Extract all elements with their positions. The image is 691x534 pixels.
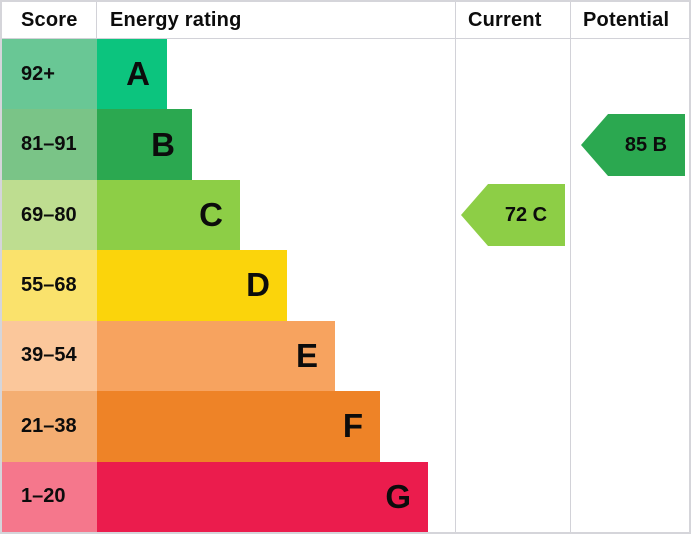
score-range-cell: 21–38 (2, 391, 97, 462)
score-range-cell: 81–91 (2, 109, 97, 180)
current-column-header: Current (455, 2, 570, 38)
potential-column-divider (570, 39, 571, 532)
rating-bar-e: E (97, 320, 335, 392)
energy-rating-column-header: Energy rating (110, 8, 242, 31)
score-range-cell: 1–20 (2, 461, 97, 532)
band-row-f: 21–38 F (2, 391, 689, 462)
rating-bar-d: D (97, 250, 287, 321)
score-range-cell: 55–68 (2, 250, 97, 321)
current-column-divider (455, 39, 456, 532)
score-range-cell: 69–80 (2, 179, 97, 251)
score-range-cell: 92+ (2, 39, 97, 110)
rating-bar-f: F (97, 391, 380, 462)
band-row-e: 39–54 E (2, 320, 689, 392)
potential-column-header: Potential (570, 2, 689, 38)
band-row-b: 81–91 B (2, 109, 689, 180)
score-range-cell: 39–54 (2, 320, 97, 392)
chart-header-row: Score Energy rating Current Potential (2, 2, 689, 39)
band-row-g: 1–20 G (2, 461, 689, 532)
band-row-d: 55–68 D (2, 250, 689, 321)
chart-body: 92+ A 81–91 B 69–80 C 55–68 D 39–54 E 21… (2, 39, 689, 532)
rating-bar-g: G (97, 461, 428, 532)
band-row-a: 92+ A (2, 39, 689, 110)
rating-bar-c: C (97, 179, 240, 251)
score-column-header: Score (2, 2, 97, 38)
rating-bar-b: B (97, 109, 192, 180)
rating-bar-a: A (97, 39, 167, 110)
band-row-c: 69–80 C (2, 179, 689, 251)
